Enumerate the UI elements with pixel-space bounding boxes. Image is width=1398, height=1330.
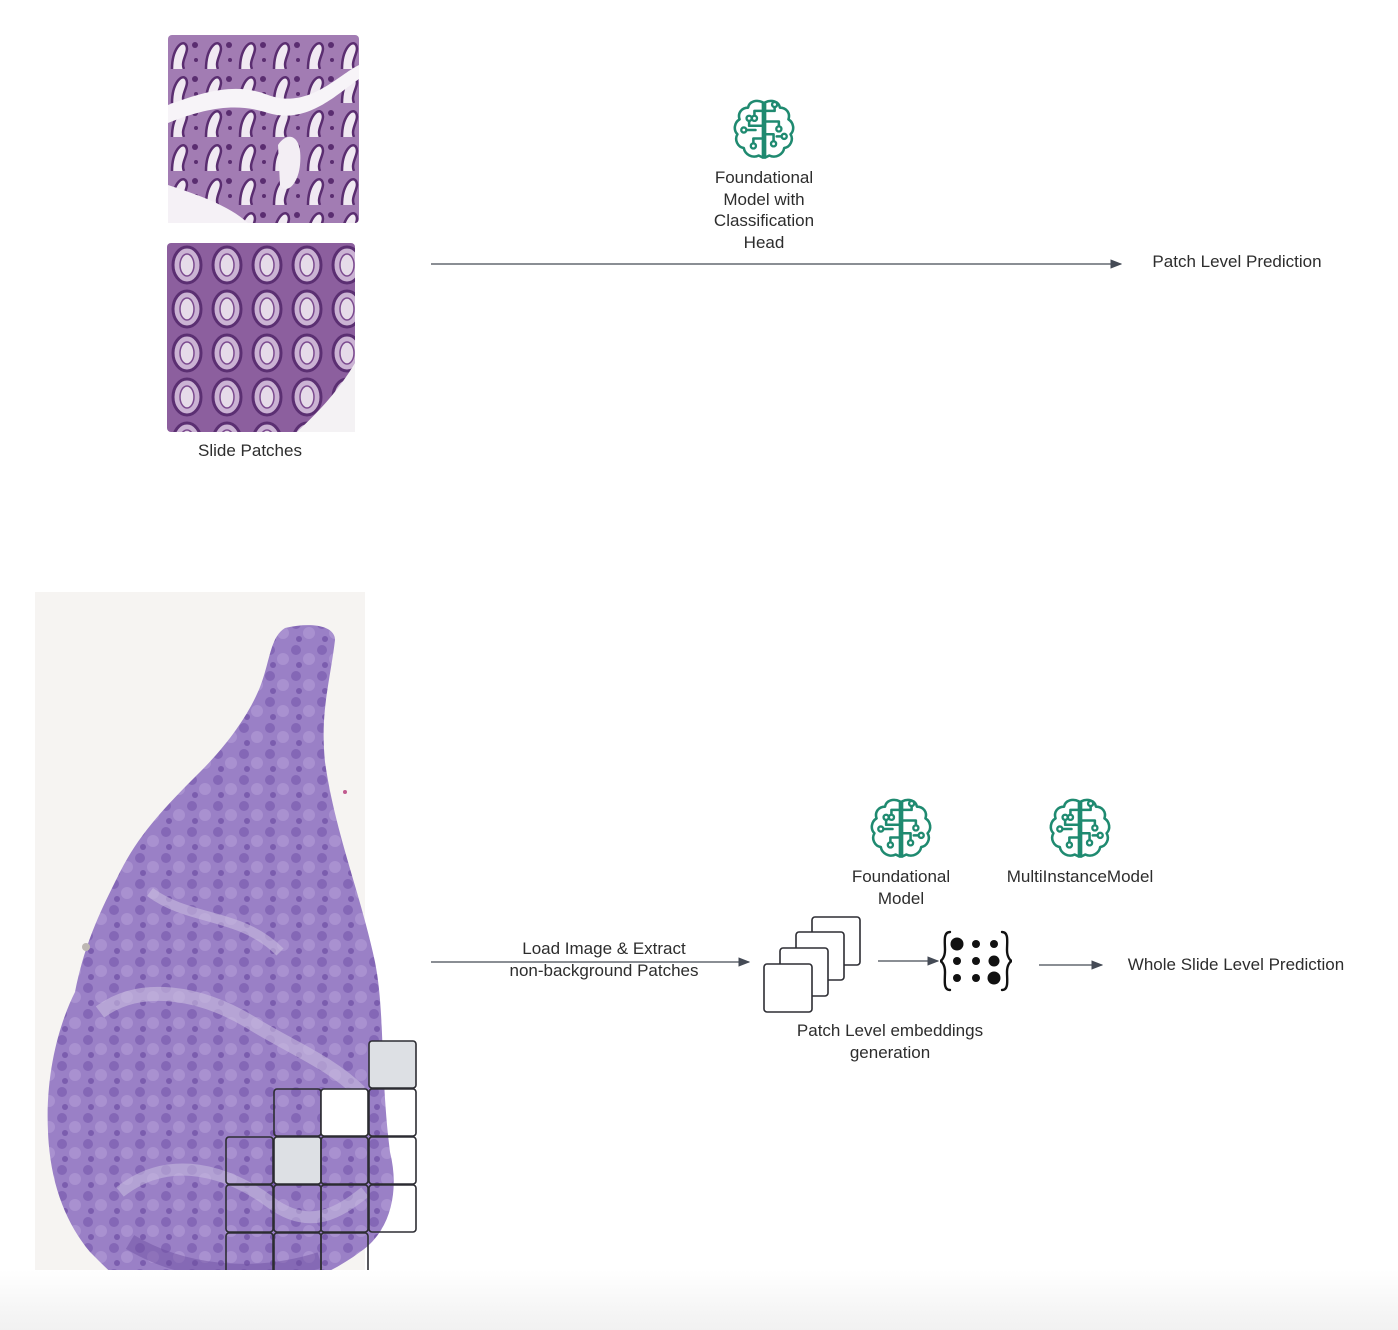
grid-patch (368, 1136, 417, 1185)
patch-to-prediction-arrow (431, 259, 1123, 269)
grid-patch (368, 1184, 417, 1233)
grid-patch (273, 1184, 322, 1233)
to-embeddings-arrow (878, 956, 940, 966)
multi-instance-model-icon (1046, 795, 1114, 863)
load-arrow (431, 957, 751, 967)
foundational-model-classification-label: Foundational Model with Classification H… (713, 168, 815, 252)
slide-patch-image-2 (167, 243, 355, 432)
grid-patch (225, 1184, 274, 1233)
embeddings-generation-label: Patch Level embeddings generation (796, 1021, 984, 1062)
to-whole-slide-arrow (1039, 960, 1104, 970)
load-extract-label: Load Image & Extract non-background Patc… (509, 939, 699, 980)
foundational-model-label: Foundational Model (851, 867, 951, 908)
grid-patch (320, 1184, 369, 1233)
patch-grid (225, 1040, 417, 1281)
patch-level-prediction-label: Patch Level Prediction (1152, 252, 1322, 271)
grid-patch (320, 1136, 369, 1185)
grid-patch (368, 1088, 417, 1137)
foundational-model-icon (867, 795, 935, 863)
stacked-patches-icon (763, 916, 861, 1013)
grid-patch (273, 1088, 322, 1137)
slide-patch-image-1 (168, 35, 359, 223)
whole-slide-image (30, 592, 430, 1312)
grid-patch (320, 1088, 369, 1137)
grid-patch (225, 1136, 274, 1185)
multi-instance-model-label: MultiInstanceModel (1006, 867, 1154, 886)
brain-circuit-icon (730, 96, 798, 164)
whole-slide-prediction-label: Whole Slide Level Prediction (1127, 955, 1345, 974)
grid-patch (368, 1040, 417, 1089)
slide-patches-label: Slide Patches (198, 441, 302, 460)
embeddings-icon (939, 930, 1013, 992)
page-footer-band (0, 1270, 1398, 1330)
grid-patch (273, 1136, 322, 1185)
